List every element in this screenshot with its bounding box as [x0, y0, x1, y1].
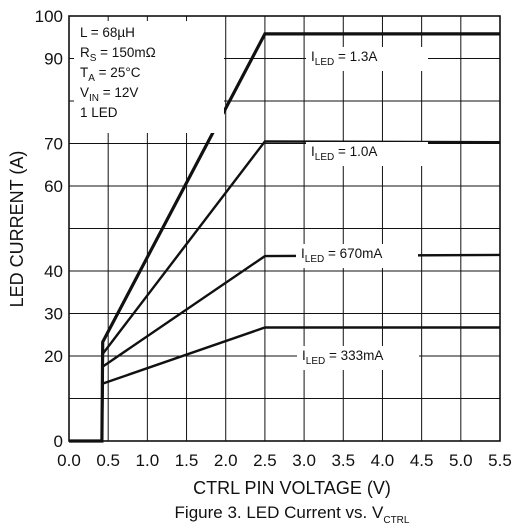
x-tick-label-2: 1.0: [136, 451, 160, 470]
y-tick-label-2: 20: [44, 347, 63, 366]
y-tick-label-7: 70: [44, 135, 63, 154]
x-axis-title: CTRL PIN VOLTAGE (V): [193, 478, 391, 498]
y-axis-ticks: 0 20 30 40 60 70 90 100: [35, 7, 63, 451]
condition-2-sub: A: [88, 73, 95, 84]
series-label-2: ILED = 670mA: [301, 246, 382, 265]
condition-4: 1 LED: [80, 105, 118, 120]
series-label-bg-3: [297, 346, 419, 370]
x-tick-label-8: 4.0: [371, 451, 395, 470]
series-label-0-main: I: [311, 49, 315, 64]
y-tick-label-9: 90: [44, 50, 63, 69]
condition-3-sub: IN: [89, 93, 99, 104]
condition-3-rest: = 12V: [99, 85, 138, 100]
series-label-1-sub: LED: [315, 152, 334, 163]
y-tick-label-4: 40: [44, 262, 63, 281]
condition-1: RS = 150mΩ: [80, 45, 156, 64]
y-tick-label-6: 60: [44, 177, 63, 196]
condition-4-main: 1 LED: [80, 105, 118, 120]
x-tick-label-7: 3.5: [331, 451, 355, 470]
conditions-bg: [74, 21, 224, 133]
series-label-1-rest: = 1.0A: [334, 144, 377, 159]
series-label-0-sub: LED: [315, 57, 334, 68]
series-label-2-main: I: [301, 246, 305, 261]
series-label-0-rest: = 1.3A: [334, 49, 377, 64]
y-axis-title: LED CURRENT (A): [7, 151, 27, 308]
y-tick-label-0: 0: [54, 432, 63, 451]
condition-2-main: T: [80, 65, 88, 80]
series-label-0: ILED = 1.3A: [311, 49, 377, 68]
figure-caption: Figure 3. LED Current vs. VCTRL: [175, 503, 410, 526]
series-label-bg-0: [306, 47, 428, 71]
x-tick-label-1: 0.5: [96, 451, 120, 470]
x-tick-label-3: 1.5: [175, 451, 199, 470]
x-tick-label-4: 2.0: [214, 451, 238, 470]
plot-border: [68, 15, 501, 442]
x-tick-label-0: 0.0: [57, 451, 81, 470]
condition-1-main: R: [80, 45, 90, 60]
series-label-bg-1: [306, 142, 428, 166]
x-tick-label-9: 4.5: [410, 451, 434, 470]
y-tick-label-3: 30: [44, 305, 63, 324]
series-label-2-rest: = 670mA: [324, 246, 382, 261]
x-tick-label-6: 3.0: [292, 451, 316, 470]
condition-2-rest: = 25°C: [95, 65, 141, 80]
condition-0: L = 68µH: [80, 25, 135, 40]
series-label-1-main: I: [311, 144, 315, 159]
condition-0-main: L = 68µH: [80, 25, 135, 40]
condition-2: TA = 25°C: [80, 65, 141, 84]
series-label-3-main: I: [302, 348, 306, 363]
condition-3: VIN = 12V: [80, 85, 138, 104]
condition-1-sub: S: [90, 53, 97, 64]
x-tick-label-5: 2.5: [253, 451, 277, 470]
y-tick-label-10: 100: [35, 7, 63, 26]
condition-3-main: V: [80, 85, 89, 100]
series-label-3-rest: = 333mA: [325, 348, 383, 363]
x-tick-label-10: 5.0: [449, 451, 473, 470]
series-label-2-sub: LED: [305, 254, 324, 265]
series-label-3-sub: LED: [306, 356, 325, 367]
plot-frame: [68, 15, 501, 442]
series-label-bg-2: [296, 244, 418, 268]
x-tick-label-11: 5.5: [488, 451, 512, 470]
x-axis-ticks: 0.0 0.5 1.0 1.5 2.0 2.5 3.0 3.5 4.0 4.5 5.0 5.5: [57, 451, 512, 470]
condition-1-rest: = 150mΩ: [96, 45, 155, 60]
series-label-3: ILED = 333mA: [302, 348, 383, 367]
series-label-1: ILED = 1.0A: [311, 144, 377, 163]
figure-caption-sub: CTRL: [383, 515, 410, 526]
figure-caption-main: Figure 3. LED Current vs. V: [175, 503, 384, 522]
